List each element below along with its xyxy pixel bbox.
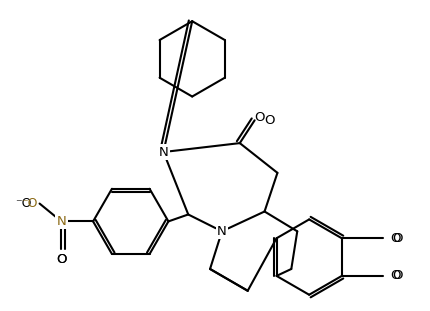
Text: N: N — [56, 215, 66, 228]
Text: O: O — [390, 269, 401, 282]
Text: N: N — [55, 215, 65, 228]
Text: N: N — [217, 225, 227, 238]
Text: O: O — [56, 253, 67, 266]
Text: ⁻O: ⁻O — [15, 197, 32, 210]
Text: O: O — [56, 253, 67, 266]
Text: O: O — [255, 111, 265, 124]
Text: N: N — [159, 146, 168, 159]
Text: O: O — [392, 269, 403, 282]
Text: N: N — [159, 146, 168, 159]
Text: O: O — [264, 114, 275, 127]
Text: N: N — [159, 146, 168, 159]
Text: N: N — [217, 225, 227, 238]
Text: ⁻O: ⁻O — [22, 197, 38, 210]
Text: N: N — [159, 146, 168, 159]
Text: N: N — [217, 225, 227, 238]
Text: O: O — [390, 232, 401, 245]
Text: O: O — [392, 232, 403, 245]
